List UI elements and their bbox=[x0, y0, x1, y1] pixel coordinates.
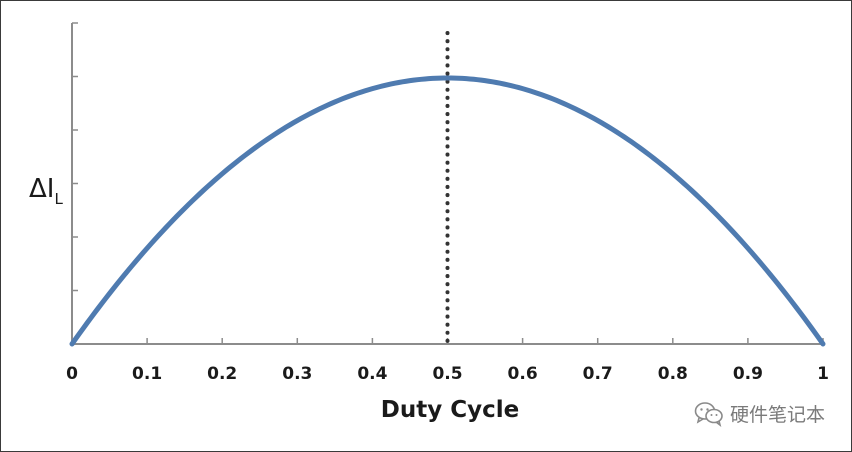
x-axis-title: Duty Cycle bbox=[381, 397, 519, 423]
x-tick-label: 0.3 bbox=[282, 364, 312, 384]
watermark-text: 硬件笔记本 bbox=[729, 404, 825, 426]
series-curve bbox=[69, 75, 826, 347]
x-tick-label: 0 bbox=[66, 364, 78, 384]
x-tick-label: 1 bbox=[817, 364, 829, 384]
x-tick-label: 0.7 bbox=[583, 364, 613, 384]
y-axis-title-main: ΔI bbox=[29, 174, 54, 204]
watermark: 硬件笔记本 bbox=[694, 400, 825, 427]
y-ticks-layer bbox=[72, 22, 78, 292]
axes-layer bbox=[71, 23, 823, 345]
x-tick-label: 0.8 bbox=[658, 364, 688, 384]
y-axis-title: ΔIL bbox=[29, 174, 63, 208]
x-tick-label: 0.9 bbox=[733, 364, 763, 384]
x-tick-label: 0.2 bbox=[207, 364, 237, 384]
x-tick-label: 0.5 bbox=[432, 364, 462, 384]
x-tick-label: 0.4 bbox=[357, 364, 387, 384]
y-axis-title-subscript: L bbox=[54, 190, 63, 208]
x-tick-labels: 0 0.1 0.2 0.3 0.4 0.5 0.6 0.7 0.8 0.9 1 bbox=[66, 364, 829, 384]
x-tick-label: 0.1 bbox=[132, 364, 162, 384]
wechat-icon bbox=[694, 401, 723, 427]
series-layer bbox=[69, 75, 826, 347]
x-tick-label: 0.6 bbox=[508, 364, 538, 384]
